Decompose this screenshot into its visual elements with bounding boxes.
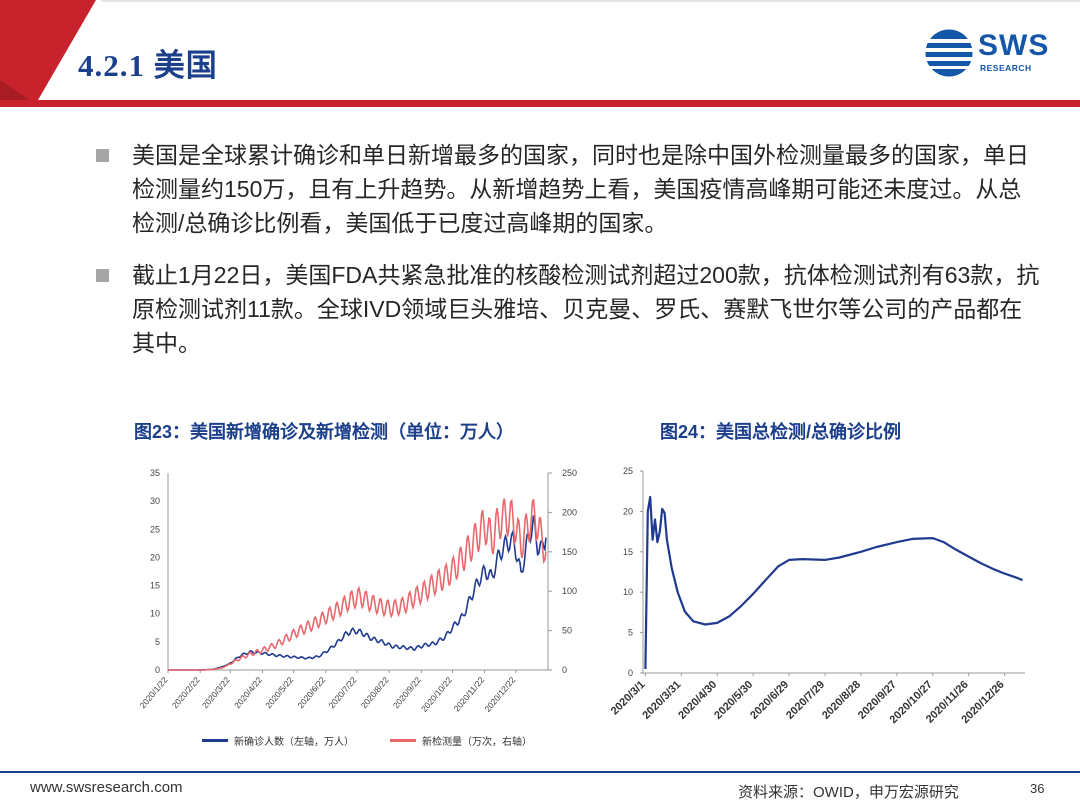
x-tick-label: 2020/10/22 <box>419 675 454 714</box>
y-left-tick-label: 5 <box>155 637 160 647</box>
y-tick-label: 20 <box>623 506 633 516</box>
x-tick-label: 2020/3/22 <box>200 675 232 711</box>
figure-23-caption: 图23：美国新增确诊及新增检测（单位：万人） <box>134 422 515 442</box>
x-tick-label: 2020/12/22 <box>482 675 517 714</box>
legend-label-tests: 新检测量（万次，右轴） <box>422 737 532 748</box>
y-left-tick-label: 30 <box>150 496 160 506</box>
legend-swatch-confirmed <box>202 739 228 742</box>
bullet-square-icon <box>96 149 109 162</box>
bullet-item: 截止1月22日，美国FDA共紧急批准的核酸检测试剂超过200款，抗体检测试剂有6… <box>92 258 1042 360</box>
x-tick-label: 2020/5/22 <box>263 675 295 711</box>
y-tick-label: 0 <box>628 668 633 678</box>
series-line-confirmed <box>168 515 547 671</box>
header-banner <box>0 0 1080 107</box>
y-right-tick-label: 150 <box>562 547 577 557</box>
page-number: 36 <box>1030 781 1045 796</box>
y-right-tick-label: 250 <box>562 468 577 478</box>
bullet-text: 截止1月22日，美国FDA共紧急批准的核酸检测试剂超过200款，抗体检测试剂有6… <box>132 262 1040 356</box>
y-right-tick-label: 100 <box>562 586 577 596</box>
bullet-list: 美国是全球累计确诊和单日新增最多的国家，同时也是除中国外检测量最多的国家，单日检… <box>92 138 1042 378</box>
figure-23-legend: 新确诊人数（左轴，万人） 新检测量（万次，右轴） <box>202 733 532 748</box>
y-left-tick-label: 20 <box>150 552 160 562</box>
page-title: 4.2.1 美国 <box>78 48 218 83</box>
bullet-text: 美国是全球累计确诊和单日新增最多的国家，同时也是除中国外检测量最多的国家，单日检… <box>132 142 1029 236</box>
y-tick-label: 5 <box>628 628 633 638</box>
series-line-ratio <box>644 495 1024 670</box>
bullet-square-icon <box>96 269 109 282</box>
bullet-item: 美国是全球累计确诊和单日新增最多的国家，同时也是除中国外检测量最多的国家，单日检… <box>92 138 1042 240</box>
y-tick-label: 25 <box>623 466 633 476</box>
y-right-tick-label: 200 <box>562 507 577 517</box>
x-tick-label: 2020/6/22 <box>295 675 327 711</box>
globe-icon <box>924 28 974 78</box>
footer-divider <box>0 771 1080 773</box>
logo-text: SWS <box>978 29 1050 62</box>
legend-swatch-tests <box>390 739 416 742</box>
y-right-tick-label: 50 <box>562 626 572 636</box>
series-line-tests <box>168 498 547 671</box>
x-tick-label: 2020/7/22 <box>327 675 359 711</box>
y-left-tick-label: 25 <box>150 524 160 534</box>
y-left-tick-label: 35 <box>150 468 160 478</box>
legend-label-confirmed: 新确诊人数（左轴，万人） <box>234 737 354 748</box>
y-tick-label: 10 <box>623 587 633 597</box>
figure-24-chart: 05101520252020/3/12020/3/312020/4/302020… <box>609 466 1025 726</box>
x-tick-label: 2020/4/22 <box>232 675 264 711</box>
figure-24-caption: 图24：美国总检测/总确诊比例 <box>660 422 902 442</box>
y-left-tick-label: 0 <box>155 665 160 675</box>
x-tick-label: 2020/9/22 <box>391 675 423 711</box>
y-tick-label: 15 <box>623 547 633 557</box>
y-left-tick-label: 15 <box>150 581 160 591</box>
footer-url[interactable]: www.swsresearch.com <box>30 779 183 796</box>
brand-logo: SWS RESEARCH <box>922 26 1062 82</box>
x-tick-label: 2020/8/22 <box>359 675 391 711</box>
y-right-tick-label: 0 <box>562 665 567 675</box>
logo-subtext: RESEARCH <box>980 63 1032 73</box>
x-tick-label: 2020/1/22 <box>138 675 170 711</box>
x-tick-label: 2020/2/22 <box>170 675 202 711</box>
y-left-tick-label: 10 <box>150 609 160 619</box>
footer-source: 资料来源：OWID，申万宏源研究 <box>738 784 959 801</box>
